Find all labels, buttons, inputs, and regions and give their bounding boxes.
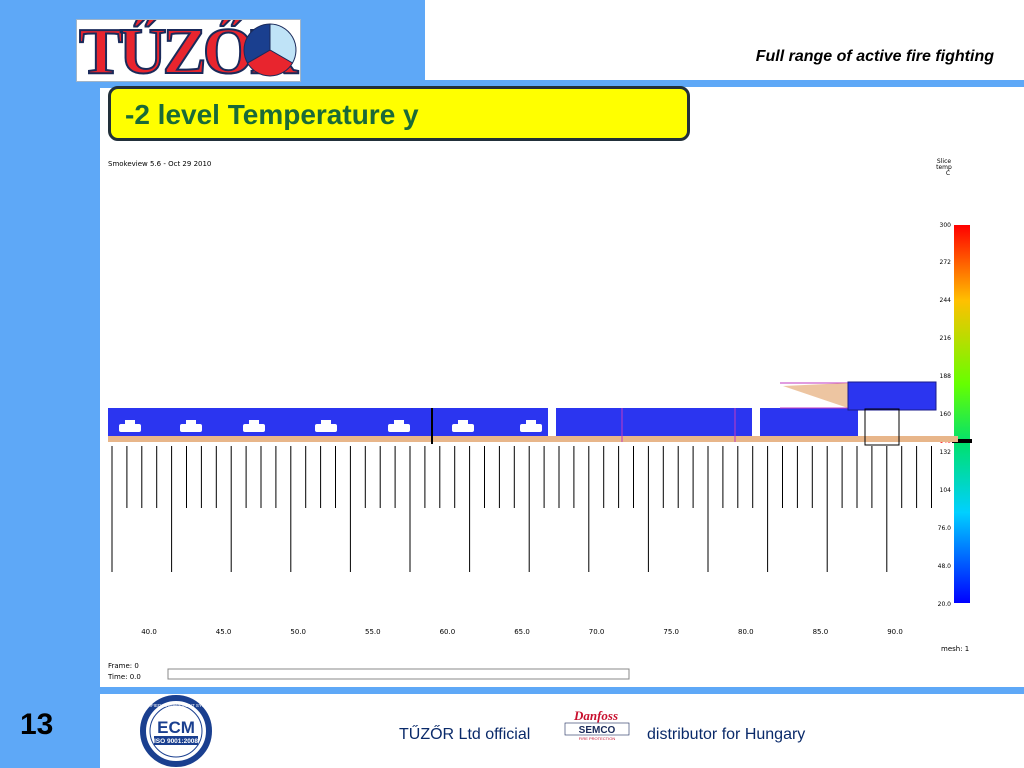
slide-title-box: -2 level Temperature y: [108, 86, 690, 141]
smokeview-canvas: Smokeview 5.6 - Oct 29 2010 Slice temp C…: [107, 158, 972, 681]
gap-1: [548, 408, 556, 436]
x-tick-label: 85.0: [813, 628, 829, 636]
logo-pie-icon: [243, 23, 297, 77]
colorbar-tick-label: 216: [940, 335, 952, 342]
iso-brand: ECM: [157, 718, 195, 737]
vent-opening-top: [458, 420, 468, 425]
colorbar-tick-label: 104: [940, 487, 952, 494]
x-tick-label: 90.0: [887, 628, 903, 636]
x-axis-ticks: 40.0 45.0 50.0 55.0 60.0 65.0 70.0 75.0 80.0 85.0…: [141, 628, 903, 636]
colorbar-tick-label: 188: [940, 373, 952, 380]
temperature-slice: [108, 408, 858, 440]
x-tick-label: 45.0: [216, 628, 232, 636]
vent-opening-top: [321, 420, 331, 425]
x-tick-label: 80.0: [738, 628, 754, 636]
slide-title: -2 level Temperature y: [125, 99, 419, 130]
ramp-fill: [783, 383, 848, 408]
footer-text-after: distributor for Hungary: [647, 726, 806, 743]
brand-sub: SEMCO: [579, 725, 616, 736]
vent-opening-top: [125, 420, 135, 425]
floor-slab: [108, 436, 958, 442]
colorbar-tick-label: 300: [940, 222, 952, 229]
iso-certification-logo: ECM ISO 9001:2008 CERTIFIED MANAGEMENT S…: [138, 695, 215, 767]
vent-openings: [119, 420, 542, 432]
colorbar: [954, 225, 970, 603]
slide-number: 13: [20, 708, 54, 741]
vent-opening: [315, 424, 337, 432]
x-tick-label: 55.0: [365, 628, 381, 636]
support-lines: [111, 446, 932, 572]
colorbar-ticks: 30027224421618816014013210476.048.020.0: [938, 222, 952, 608]
gap-2: [752, 408, 760, 436]
x-tick-label: 75.0: [663, 628, 679, 636]
vent-opening-top: [394, 420, 404, 425]
left-accent-bar: [0, 0, 100, 768]
vent-opening: [180, 424, 202, 432]
x-tick-label: 40.0: [141, 628, 157, 636]
smokeview-render: Smokeview 5.6 - Oct 29 2010 Slice temp C…: [100, 150, 990, 685]
vent-opening: [243, 424, 265, 432]
bottom-divider-line: [100, 687, 1024, 694]
mesh-label: mesh: 1: [941, 645, 969, 653]
brand-tiny: FIRE PROTECTION: [579, 736, 616, 741]
colorbar-tick-label: 132: [940, 449, 952, 456]
app-version-label: Smokeview 5.6 - Oct 29 2010: [108, 160, 211, 168]
x-tick-label: 60.0: [440, 628, 456, 636]
iso-ring-text: CERTIFIED MANAGEMENT SYSTEM: [138, 703, 215, 708]
colorbar-title-line-1: Slice: [937, 158, 951, 165]
opening-outline: [864, 408, 900, 446]
colorbar-title-line-3: C: [946, 170, 950, 177]
vent-opening: [520, 424, 542, 432]
time-label: Time: 0.0: [107, 673, 141, 681]
top-divider-line: [425, 80, 1024, 87]
upper-slice-block: [847, 381, 937, 411]
building-section: [108, 381, 958, 572]
tagline: Full range of active fire fighting: [755, 48, 994, 65]
tuzor-logo: TŰZŐR: [76, 19, 301, 82]
vent-opening: [452, 424, 474, 432]
brand-script: Danfoss: [573, 708, 618, 723]
colorbar-tick-label: 160: [940, 411, 952, 418]
colorbar-level-marker: [952, 439, 972, 443]
x-tick-label: 65.0: [514, 628, 530, 636]
colorbar-tick-label: 48.0: [938, 563, 952, 570]
vent-opening-top: [249, 420, 259, 425]
footer-text-before: TŰZŐR Ltd official: [399, 726, 531, 743]
colorbar-tick-label: 20.0: [938, 601, 952, 608]
frame-label: Frame: 0: [108, 662, 139, 670]
danfoss-semco-logo: Danfoss SEMCO FIRE PROTECTION: [564, 708, 630, 741]
vent-opening: [388, 424, 410, 432]
time-progress-bar[interactable]: [167, 668, 630, 680]
iso-standard: ISO 9001:2008: [154, 738, 198, 745]
colorbar-title-line-2: temp: [936, 164, 952, 171]
x-tick-label: 70.0: [589, 628, 605, 636]
colorbar-tick-label: 244: [940, 297, 952, 304]
x-tick-label: 50.0: [290, 628, 306, 636]
vent-opening-top: [526, 420, 536, 425]
vent-opening: [119, 424, 141, 432]
colorbar-tick-label: 76.0: [938, 525, 952, 532]
colorbar-tick-label: 272: [940, 259, 952, 266]
vent-opening-top: [186, 420, 196, 425]
